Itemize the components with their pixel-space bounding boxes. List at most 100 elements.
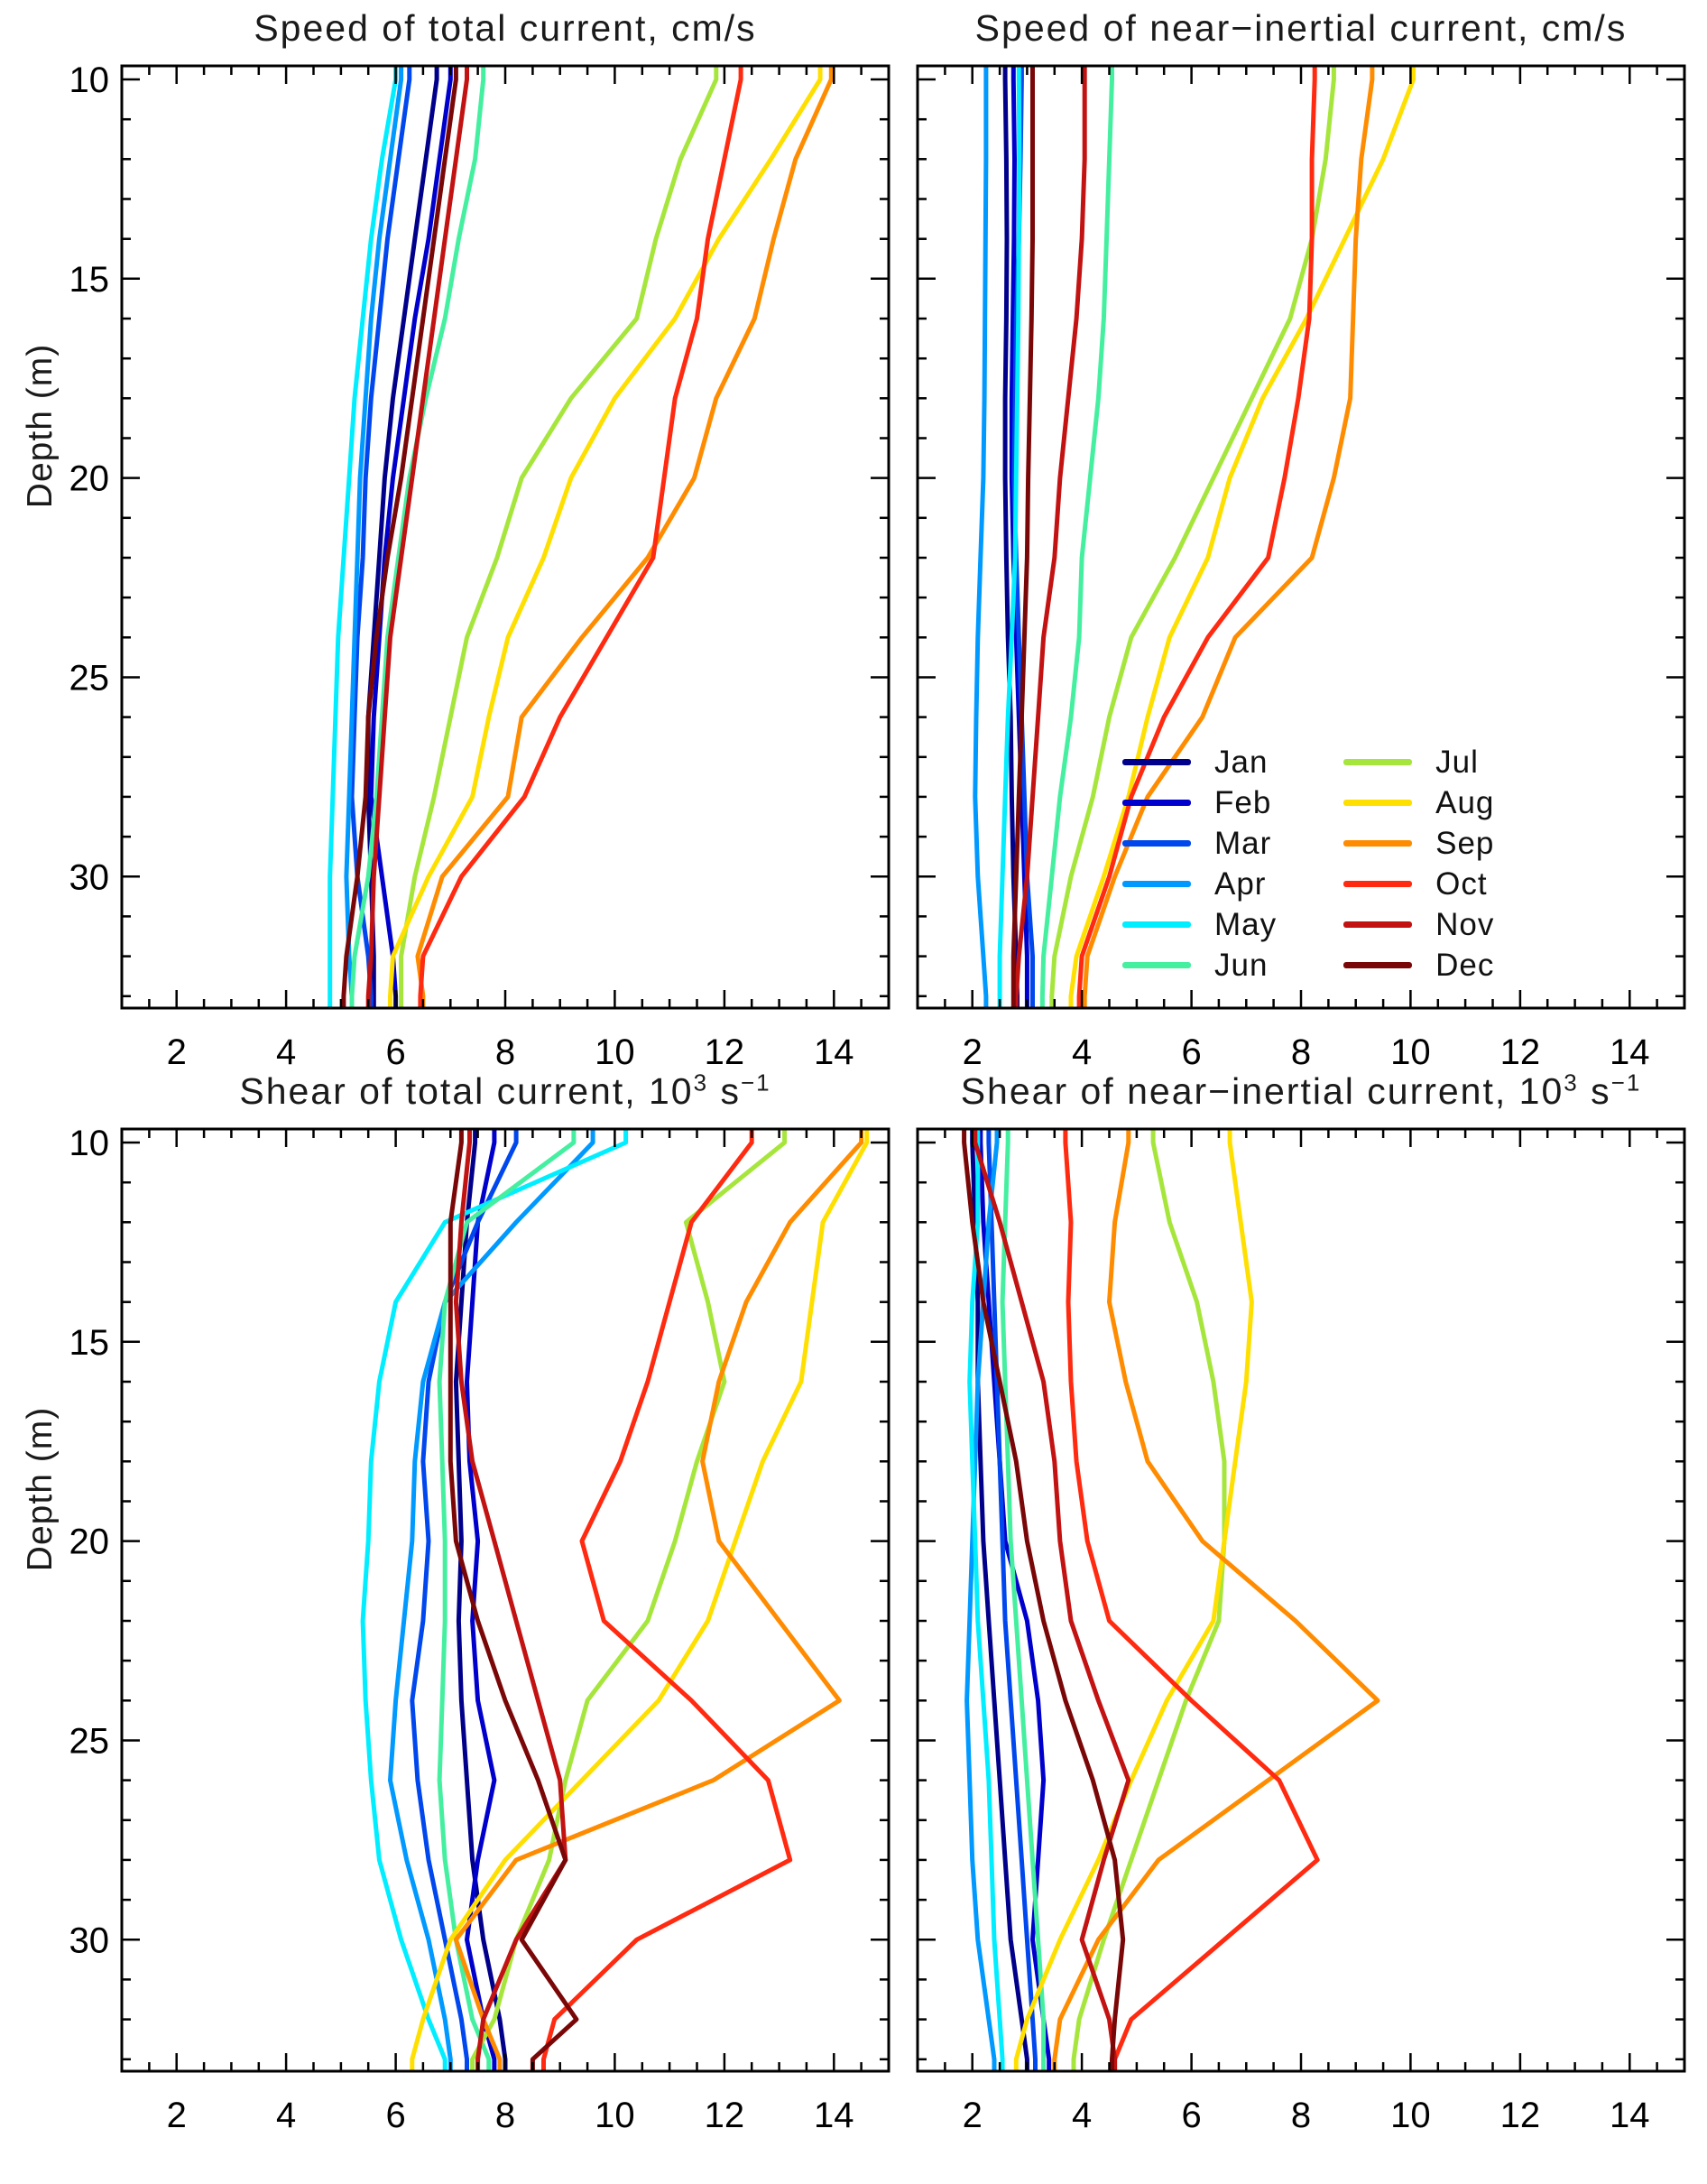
x-tick-label: 6 bbox=[385, 2096, 405, 2135]
axis-ticks bbox=[916, 66, 1686, 1008]
plot-frame bbox=[120, 64, 890, 1010]
line-sep bbox=[1082, 66, 1375, 1008]
panel-title-shear-total: Shear of total current, 103 s−1 bbox=[239, 1069, 771, 1112]
legend-swatch-sep bbox=[1343, 840, 1413, 847]
exponent: −1 bbox=[740, 1069, 771, 1097]
legend-swatch-jul bbox=[1343, 759, 1413, 765]
axis-ticks bbox=[120, 1129, 890, 2071]
chart-svg: 2 4 6 8 10 12 14 bbox=[916, 1127, 1686, 2135]
legend: Jan Feb Mar Apr May Jun Jul Aug Sep Oct Nov Dec bbox=[1122, 742, 1494, 986]
line-sep bbox=[415, 66, 834, 1008]
y-tick-label: 30 bbox=[69, 1920, 110, 1960]
line-nov bbox=[973, 1129, 1131, 2071]
legend-swatch-oct bbox=[1343, 881, 1413, 887]
x-tick-label: 12 bbox=[705, 1032, 745, 1072]
line-sep bbox=[1052, 1129, 1380, 2071]
line-dec bbox=[962, 1129, 1126, 2071]
chart-svg: 2 4 6 8 10 12 14 bbox=[916, 64, 1686, 1072]
line-aug bbox=[1013, 1129, 1254, 2071]
x-tick-label: 2 bbox=[167, 2096, 187, 2135]
legend-item-sep: Sep bbox=[1343, 823, 1494, 864]
legend-swatch-jun bbox=[1122, 962, 1191, 968]
x-tick-label: 4 bbox=[1072, 2096, 1092, 2135]
legend-label: Jun bbox=[1214, 947, 1269, 983]
line-oct bbox=[418, 66, 743, 1008]
exponent: −1 bbox=[1610, 1069, 1642, 1097]
x-tick-label: 14 bbox=[1610, 1032, 1650, 1072]
line-mar bbox=[986, 1129, 1038, 2071]
axis-ticks bbox=[120, 66, 890, 1008]
plot-frame bbox=[916, 1127, 1686, 2073]
x-tick-label: 4 bbox=[1072, 1032, 1092, 1072]
panel-title-speed-total: Speed of total current, cm/s bbox=[254, 7, 757, 49]
x-tick-label: 10 bbox=[1390, 2096, 1431, 2135]
y-tick-label: 20 bbox=[69, 459, 110, 499]
line-oct bbox=[541, 1129, 793, 2071]
x-tick-label: 2 bbox=[167, 1032, 187, 1072]
legend-swatch-mar bbox=[1122, 840, 1191, 847]
legend-swatch-jan bbox=[1122, 759, 1191, 765]
line-jun bbox=[349, 66, 486, 1008]
legend-item-mar: Mar bbox=[1122, 823, 1277, 864]
x-tick-label: 4 bbox=[276, 1032, 296, 1072]
legend-label: Jan bbox=[1214, 744, 1269, 780]
legend-label: Sep bbox=[1435, 825, 1495, 861]
line-oct bbox=[1076, 66, 1317, 1008]
x-tick-label: 10 bbox=[595, 1032, 635, 1072]
legend-item-may: May bbox=[1122, 904, 1277, 945]
legend-label: Feb bbox=[1214, 784, 1272, 820]
line-jul bbox=[1049, 66, 1336, 1008]
y-tick-label: 15 bbox=[69, 260, 110, 300]
line-jun bbox=[1039, 66, 1114, 1008]
line-jul bbox=[1071, 1129, 1227, 2071]
legend-swatch-nov bbox=[1343, 921, 1413, 928]
x-tick-label: 8 bbox=[1291, 2096, 1311, 2135]
line-dec bbox=[448, 1129, 579, 2071]
y-tick-label: 10 bbox=[69, 62, 110, 100]
legend-label: Nov bbox=[1435, 906, 1495, 942]
x-tick-label: 14 bbox=[814, 1032, 854, 1072]
panel-title-shear-near-inertial: Shear of near−inertial current, 103 s−1 bbox=[960, 1069, 1642, 1112]
legend-item-jun: Jun bbox=[1122, 945, 1277, 986]
exponent: 3 bbox=[1564, 1069, 1579, 1097]
x-tick-label: 8 bbox=[1291, 1032, 1311, 1072]
x-tick-label: 10 bbox=[595, 2096, 635, 2135]
line-mar bbox=[410, 1129, 519, 2071]
y-tick-label: 10 bbox=[69, 1125, 110, 1163]
chart-svg: 2 4 6 8 10 12 14 10 15 20 25 30 bbox=[69, 60, 890, 1072]
x-tick-label: 14 bbox=[814, 2096, 854, 2135]
x-tick-label: 12 bbox=[1500, 1032, 1541, 1072]
legend-label: Aug bbox=[1435, 784, 1495, 820]
line-aug bbox=[388, 66, 823, 1008]
chart-svg: 2 4 6 8 10 12 14 10 15 20 25 30 bbox=[69, 1124, 890, 2135]
line-may bbox=[328, 66, 399, 1008]
x-tick-label: 6 bbox=[1181, 2096, 1201, 2135]
legend-label: Dec bbox=[1435, 947, 1495, 983]
line-apr bbox=[964, 1129, 1000, 2071]
x-tick-label: 8 bbox=[495, 1032, 515, 1072]
plot-frame bbox=[120, 1127, 890, 2073]
legend-swatch-dec bbox=[1343, 962, 1413, 968]
line-jul bbox=[470, 1129, 788, 2071]
legend-swatch-apr bbox=[1122, 881, 1191, 887]
line-oct bbox=[1063, 1129, 1320, 2071]
legend-column: Jul Aug Sep Oct Nov Dec bbox=[1343, 742, 1494, 986]
legend-swatch-feb bbox=[1122, 800, 1191, 806]
line-aug bbox=[1068, 66, 1416, 1008]
line-nov bbox=[453, 1129, 568, 2071]
panel-shear-total-current: 2 4 6 8 10 12 14 10 15 20 25 30 bbox=[50, 1124, 961, 2184]
legend-swatch-may bbox=[1122, 921, 1191, 928]
legend-item-jan: Jan bbox=[1122, 742, 1277, 782]
x-tick-label: 6 bbox=[385, 1032, 405, 1072]
axis-ticks bbox=[916, 1129, 1686, 2071]
legend-item-dec: Dec bbox=[1343, 945, 1494, 986]
legend-label: Oct bbox=[1435, 865, 1488, 902]
y-tick-label: 25 bbox=[69, 658, 110, 698]
y-tick-label: 20 bbox=[69, 1522, 110, 1562]
x-tick-label: 2 bbox=[963, 2096, 983, 2135]
line-sep bbox=[453, 1129, 864, 2071]
x-tick-label: 2 bbox=[963, 1032, 983, 1072]
line-may bbox=[997, 66, 1022, 1008]
line-feb bbox=[465, 1129, 497, 2071]
panel-title-speed-near-inertial: Speed of near−inertial current, cm/s bbox=[974, 7, 1628, 49]
